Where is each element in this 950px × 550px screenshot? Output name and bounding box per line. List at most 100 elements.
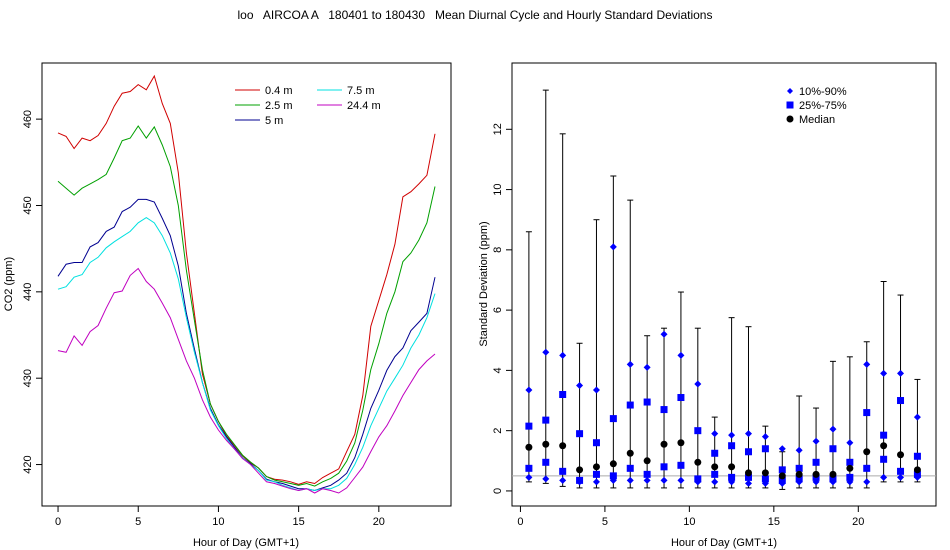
legend-label-1: 25%-75% — [799, 100, 847, 112]
p75-marker — [744, 448, 752, 456]
p10-marker — [711, 478, 719, 486]
p25-marker — [846, 473, 854, 481]
right-y-tick-label: 8 — [492, 247, 504, 253]
median-marker — [913, 466, 921, 474]
p90-marker — [677, 351, 685, 359]
left-y-axis-label: CO2 (ppm) — [3, 257, 15, 311]
p75-marker — [863, 409, 871, 417]
left-x-tick-label: 0 — [55, 516, 61, 528]
p90-marker — [863, 360, 871, 368]
median-marker — [609, 460, 617, 468]
p75-marker — [761, 445, 769, 453]
left-legend: 0.4 m 2.5 m 5 m 7.5 m 24.4 m — [235, 85, 381, 127]
median-marker — [795, 470, 803, 478]
p25-marker — [626, 464, 634, 472]
median-marker — [660, 440, 668, 448]
p75-marker — [880, 431, 888, 439]
p90-marker — [525, 386, 533, 394]
p75-marker — [846, 458, 854, 466]
legend-label-4: 24.4 m — [347, 100, 381, 112]
p10-marker — [897, 473, 905, 481]
legend-label-3: 7.5 m — [347, 85, 375, 97]
p10-marker — [863, 478, 871, 486]
series-line-0 — [57, 74, 436, 485]
right-plot: 0 5 10 15 20 0 2 4 6 8 10 12 10%-90% 25%-75% Median — [492, 86, 936, 528]
p10-marker — [525, 473, 533, 481]
p10-marker — [542, 475, 550, 483]
p25-marker — [795, 475, 803, 483]
p75-marker — [812, 458, 820, 466]
p90-marker — [880, 369, 888, 377]
p90-marker — [812, 437, 820, 445]
legend-label-1: 2.5 m — [265, 100, 293, 112]
median-marker — [863, 448, 871, 456]
median-marker — [761, 469, 769, 477]
right-y-tick-label: 12 — [492, 123, 504, 135]
p25-marker — [609, 472, 617, 480]
left-x-axis-label: Hour of Day (GMT+1) — [193, 537, 299, 549]
legend-marker-1 — [786, 101, 794, 109]
p10-marker — [626, 476, 634, 484]
p25-marker — [576, 476, 584, 484]
p10-marker — [744, 479, 752, 487]
series-line-1 — [57, 125, 436, 487]
p90-marker — [660, 330, 668, 338]
right-plot-frame — [511, 62, 937, 507]
p90-marker — [592, 386, 600, 394]
p90-marker — [744, 430, 752, 438]
legend-label-2: Median — [799, 114, 835, 126]
right-x-axis-label: Hour of Day (GMT+1) — [671, 537, 777, 549]
p90-marker — [576, 381, 584, 389]
p25-marker — [660, 463, 668, 471]
p10-marker — [643, 476, 651, 484]
series-line-4 — [57, 267, 436, 494]
legend-label-0: 10%-90% — [799, 86, 847, 98]
p75-marker — [576, 430, 584, 438]
figure-title: loo AIRCOA A 180401 to 180430 Mean Diurn… — [237, 8, 713, 22]
p75-marker — [559, 390, 567, 398]
p75-marker — [829, 445, 837, 453]
p90-marker — [728, 431, 736, 439]
legend-marker-0 — [787, 88, 793, 94]
p75-marker — [609, 415, 617, 423]
p25-marker — [880, 455, 888, 463]
median-marker — [694, 458, 702, 466]
p75-marker — [711, 449, 719, 457]
p25-marker — [913, 470, 921, 478]
p90-marker — [897, 369, 905, 377]
median-marker — [542, 440, 550, 448]
median-marker — [525, 443, 533, 451]
right-y-tick-label: 6 — [492, 307, 504, 313]
median-marker — [778, 472, 786, 480]
p75-marker — [677, 394, 685, 402]
p25-marker — [542, 458, 550, 466]
series-line-3 — [57, 217, 436, 492]
p25-marker — [643, 470, 651, 478]
p75-marker — [694, 427, 702, 435]
left-x-tick-label: 5 — [135, 516, 141, 528]
p75-marker — [728, 442, 736, 450]
p90-marker — [694, 380, 702, 388]
right-y-tick-label: 0 — [492, 488, 504, 494]
p75-marker — [643, 398, 651, 406]
p75-marker — [525, 422, 533, 430]
p25-marker — [761, 475, 769, 483]
p75-marker — [795, 464, 803, 472]
p10-marker — [592, 478, 600, 486]
legend-label-2: 5 m — [265, 115, 283, 127]
p75-marker — [626, 401, 634, 409]
median-marker — [559, 442, 567, 450]
right-x-tick-label: 10 — [683, 516, 695, 528]
p25-marker — [694, 475, 702, 483]
right-x-tick-label: 5 — [602, 516, 608, 528]
median-marker — [812, 470, 820, 478]
median-marker — [728, 463, 736, 471]
median-marker — [576, 466, 584, 474]
left-y-tick-label: 450 — [22, 196, 34, 214]
right-y-tick-label: 2 — [492, 428, 504, 434]
p90-marker — [626, 360, 634, 368]
p25-marker — [525, 464, 533, 472]
median-marker — [711, 463, 719, 471]
median-marker — [829, 470, 837, 478]
median-marker — [643, 457, 651, 465]
